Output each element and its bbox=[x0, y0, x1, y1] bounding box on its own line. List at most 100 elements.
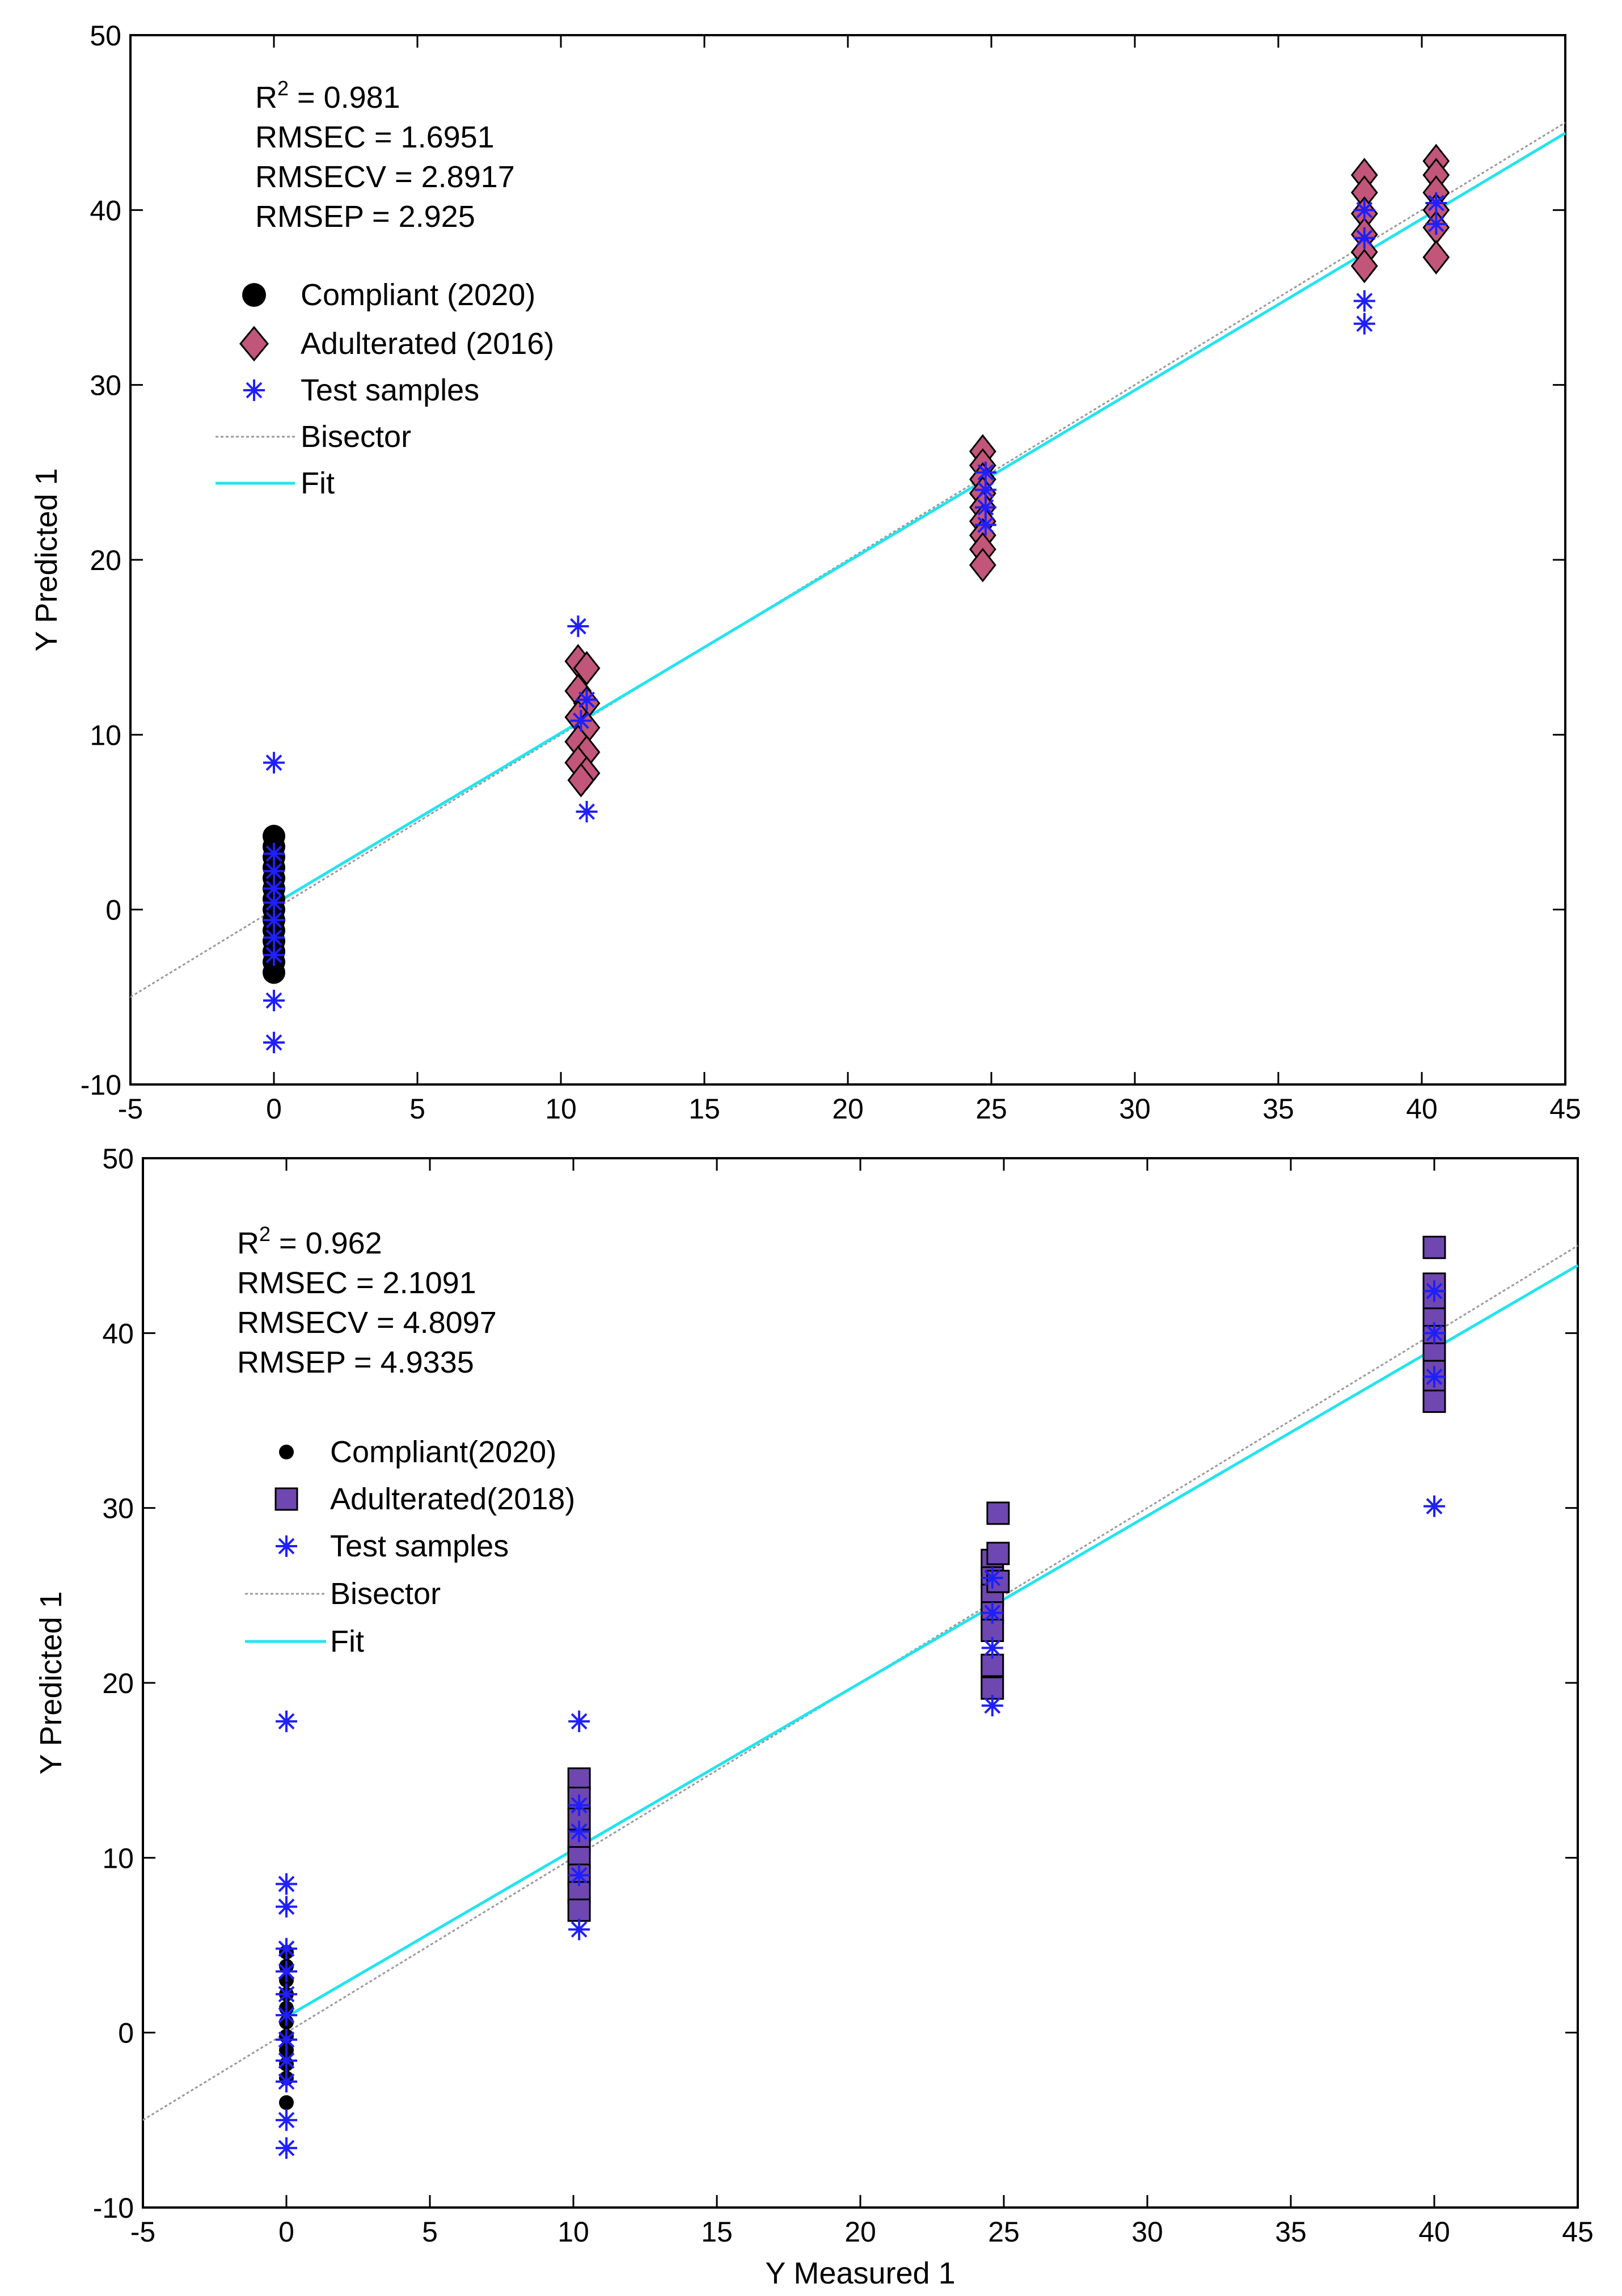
bottom-tick-labels: -5 0 5 10 15 20 25 30 35 40 45 -10 0 10 20 30 40 50 bbox=[93, 1143, 1594, 2248]
bottom-test-point bbox=[276, 2004, 297, 2026]
bottom-x-tick-label: 15 bbox=[701, 2216, 733, 2248]
bottom-test-point bbox=[1424, 1322, 1445, 1344]
bottom-x-tick-label: 25 bbox=[988, 2216, 1020, 2248]
top-y-tick-label: 30 bbox=[90, 370, 121, 402]
top-test-point bbox=[1353, 290, 1375, 312]
top-legend-adulterated-label: Adulterated (2016) bbox=[301, 327, 554, 361]
bottom-test-point bbox=[276, 1938, 297, 1960]
bottom-x-axis-label: Y Measured 1 bbox=[765, 2256, 955, 2290]
bottom-legend-adulterated-label: Adulterated(2018) bbox=[330, 1482, 575, 1516]
bottom-test-point bbox=[1424, 1495, 1445, 1517]
bottom-test-point bbox=[981, 1567, 1003, 1589]
top-test-point bbox=[576, 801, 598, 822]
bottom-y-axis-label: Y Predicted 1 bbox=[34, 1591, 68, 1774]
bottom-test-point bbox=[981, 1695, 1003, 1717]
bottom-reference-lines bbox=[142, 1244, 1579, 2121]
bottom-stats-box: R2 = 0.962 RMSEC = 2.1091 RMSECV = 4.809… bbox=[237, 1222, 497, 1379]
bottom-legend-fit-label: Fit bbox=[330, 1624, 364, 1658]
top-test-point bbox=[263, 990, 285, 1011]
top-legend-fit: Fit bbox=[216, 466, 335, 500]
top-chart-panel: -5 0 5 10 15 20 25 30 35 40 45 -10 0 10 20 30 40 50 Y Pre… bbox=[29, 20, 1581, 1125]
top-y-tick-label: 10 bbox=[90, 719, 121, 751]
bottom-y-tick-label: 0 bbox=[118, 2018, 134, 2049]
bottom-fit-line bbox=[285, 1264, 1579, 2019]
bottom-legend-adulterated-marker bbox=[274, 1487, 298, 1511]
bottom-test-point bbox=[568, 1710, 590, 1732]
top-legend-fit-label: Fit bbox=[301, 466, 335, 500]
top-y-tick-label: 0 bbox=[105, 894, 121, 926]
top-legend-test-marker bbox=[243, 379, 265, 401]
bottom-legend-bisector-label: Bisector bbox=[330, 1577, 441, 1611]
top-test-point bbox=[263, 944, 285, 966]
top-x-tick-label: 5 bbox=[409, 1093, 425, 1125]
top-test-point bbox=[263, 1032, 285, 1053]
top-x-tick-label: 20 bbox=[832, 1093, 864, 1125]
top-legend-test-label: Test samples bbox=[301, 373, 479, 407]
top-data-points bbox=[263, 144, 1450, 1053]
bottom-legend-compliant: Compliant(2020) bbox=[279, 1435, 556, 1469]
bottom-test-point bbox=[276, 2050, 297, 2071]
top-rmsecv-text: RMSECV = 2.8917 bbox=[255, 160, 515, 194]
bottom-test-point bbox=[568, 1821, 590, 1843]
bottom-adulterated-point bbox=[1422, 1390, 1446, 1413]
top-test-point bbox=[1353, 313, 1375, 335]
top-adulterated-point bbox=[1350, 248, 1378, 284]
top-x-tick-label: 40 bbox=[1406, 1093, 1438, 1125]
bottom-test-point bbox=[276, 1983, 297, 2005]
bottom-test-point bbox=[276, 1896, 297, 1918]
bottom-test-point bbox=[568, 1864, 590, 1886]
top-test-point bbox=[1353, 227, 1375, 249]
bottom-x-tick-label: -5 bbox=[130, 2216, 155, 2248]
top-stats-box: R2 = 0.981 RMSEC = 1.6951 RMSECV = 2.891… bbox=[255, 77, 515, 234]
top-legend-compliant-marker bbox=[242, 283, 266, 307]
bottom-test-point bbox=[276, 2137, 297, 2159]
bottom-adulterated-point bbox=[567, 1767, 591, 1791]
bottom-adulterated-point bbox=[986, 1501, 1010, 1525]
top-test-point bbox=[576, 689, 598, 711]
top-x-tick-label: 25 bbox=[975, 1093, 1007, 1125]
bottom-axis-ticks bbox=[142, 1157, 1579, 2209]
bottom-legend-bisector: Bisector bbox=[245, 1577, 441, 1611]
top-adulterated-point bbox=[969, 547, 996, 583]
bottom-y-tick-label: 10 bbox=[102, 1842, 134, 1874]
bottom-rmsecv-text: RMSECV = 4.8097 bbox=[237, 1306, 497, 1340]
bottom-x-tick-label: 30 bbox=[1131, 2216, 1163, 2248]
top-r2-text: R2 = 0.981 bbox=[255, 77, 400, 115]
bottom-bisector-line bbox=[142, 1244, 1578, 2121]
top-test-point bbox=[1425, 213, 1447, 235]
bottom-y-tick-label: -10 bbox=[93, 2192, 134, 2224]
bottom-chart-panel: -5 0 5 10 15 20 25 30 35 40 45 -10 0 10 20 30 40 50 Y Pre… bbox=[34, 1143, 1594, 2290]
top-fit-line bbox=[273, 132, 1566, 906]
top-test-point bbox=[1353, 199, 1375, 221]
top-x-tick-label: 10 bbox=[545, 1093, 577, 1125]
top-test-point bbox=[974, 461, 996, 483]
top-legend-bisector: Bisector bbox=[216, 420, 411, 454]
top-legend-adulterated-marker bbox=[239, 326, 269, 362]
bottom-x-tick-label: 45 bbox=[1562, 2216, 1594, 2248]
top-y-tick-label: 40 bbox=[90, 195, 121, 226]
top-legend-compliant-label: Compliant (2020) bbox=[301, 278, 535, 312]
top-x-tick-label: 15 bbox=[688, 1093, 720, 1125]
bottom-compliant-point bbox=[279, 2095, 294, 2110]
top-legend: Compliant (2020) Adulterated (2016) Test… bbox=[216, 278, 554, 500]
bottom-y-tick-label: 30 bbox=[102, 1493, 134, 1525]
top-x-tick-label: -5 bbox=[118, 1093, 143, 1125]
bottom-legend-compliant-marker bbox=[279, 1445, 294, 1459]
bottom-x-tick-label: 35 bbox=[1275, 2216, 1307, 2248]
top-test-point bbox=[570, 710, 592, 732]
top-y-tick-label: 20 bbox=[90, 545, 121, 576]
bottom-adulterated-point bbox=[986, 1542, 1010, 1565]
bottom-adulterated-point bbox=[567, 1898, 591, 1922]
bottom-x-tick-label: 0 bbox=[278, 2216, 294, 2248]
top-adulterated-point bbox=[573, 651, 601, 686]
top-compliant-point bbox=[263, 961, 285, 984]
top-bisector-line bbox=[130, 121, 1566, 998]
top-x-tick-label: 30 bbox=[1119, 1093, 1151, 1125]
bottom-x-tick-label: 10 bbox=[557, 2216, 589, 2248]
bottom-test-point bbox=[276, 2029, 297, 2050]
top-rmsep-text: RMSEP = 2.925 bbox=[255, 200, 475, 234]
top-adulterated-point bbox=[1422, 240, 1450, 275]
bottom-adulterated-point bbox=[1422, 1235, 1446, 1259]
top-test-point bbox=[974, 514, 996, 536]
